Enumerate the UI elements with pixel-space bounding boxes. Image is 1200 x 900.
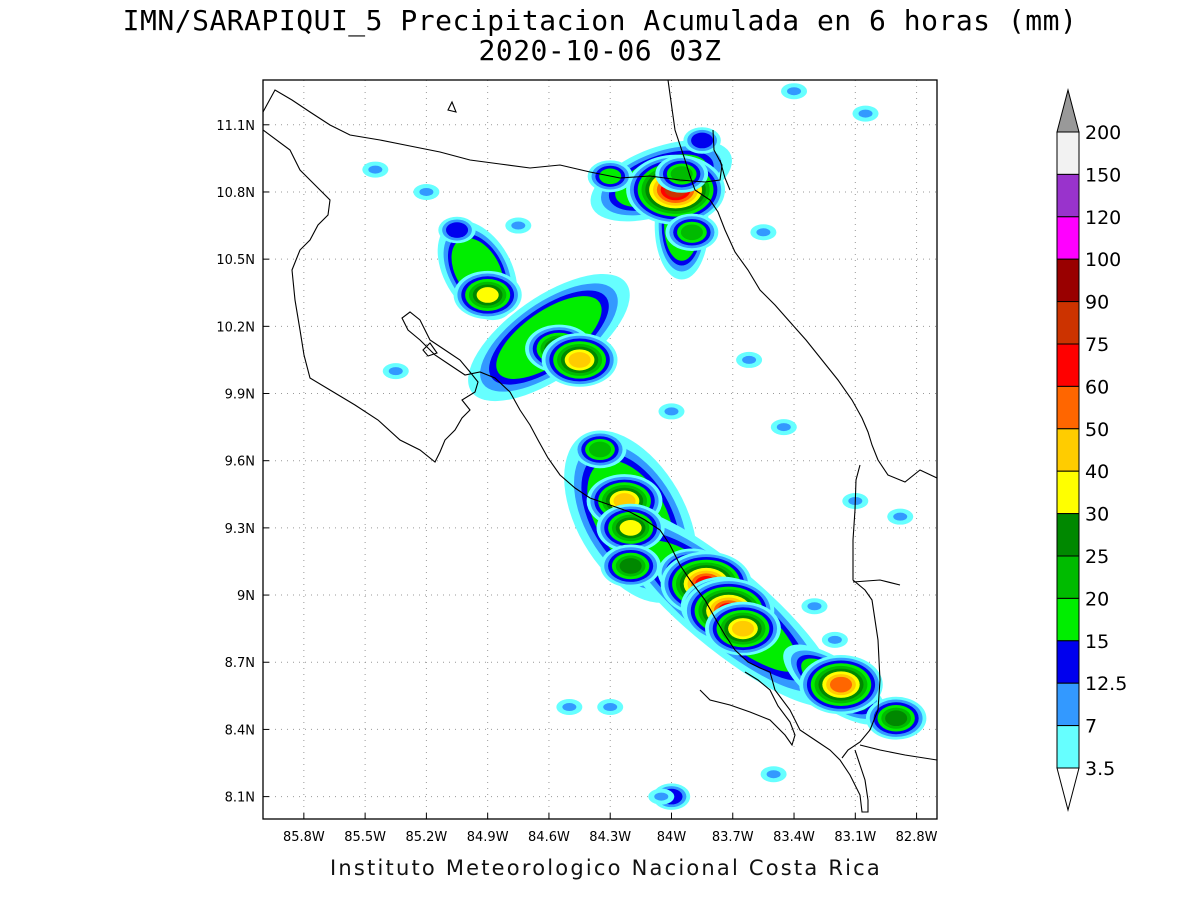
precip-cell — [619, 520, 642, 536]
colorbar-swatch — [1056, 597, 1080, 642]
map-axes: 85.8W 85.5W 85.2W 84.9W 84.6W 84.3W 84W 83.7W 83… — [216, 119, 937, 845]
precip-cell — [603, 703, 618, 712]
precip-cell — [731, 620, 755, 637]
lon-tick-label: 83.1W — [834, 830, 876, 845]
precip-cell — [368, 165, 383, 174]
map-title: IMN/SARAPIQUI_5 Precipitacion Acumulada … — [122, 4, 1078, 37]
colorbar-level-label: 200 — [1085, 122, 1121, 144]
colorbar-level-label: 40 — [1085, 461, 1109, 483]
lon-tick-label: 85.5W — [344, 830, 386, 845]
colorbar-level-label: 90 — [1085, 292, 1109, 314]
coastlines-borders — [263, 80, 937, 813]
colorbar-swatch — [1056, 173, 1080, 218]
footer-credit: Instituto Meteorologico Nacional Costa R… — [330, 856, 882, 880]
precip-cell — [787, 87, 802, 96]
precip-cell — [588, 441, 612, 458]
lon-tick-label: 85.2W — [405, 830, 447, 845]
lon-tick-label: 84.6W — [528, 830, 570, 845]
precip-cell — [885, 710, 908, 727]
precip-cell — [670, 166, 693, 182]
colorbar-level-label: 12.5 — [1085, 673, 1127, 695]
precip-cell — [756, 228, 771, 237]
precip-cell — [691, 132, 714, 149]
colorbar-swatch — [1056, 640, 1080, 684]
lat-tick-label: 8.4N — [225, 723, 255, 738]
colorbar-level-label: 15 — [1085, 631, 1109, 653]
lon-tick-label: 84.9W — [467, 830, 509, 845]
lat-tick-label: 10.5N — [216, 253, 255, 268]
colorbar-level-label: 7 — [1085, 716, 1097, 738]
colorbar-swatch — [1056, 682, 1080, 727]
precip-cell — [829, 676, 853, 693]
lon-tick-label: 84.3W — [589, 830, 631, 845]
lon-tick-label: 85.8W — [283, 830, 325, 845]
colorbar-swatch — [1056, 513, 1080, 557]
precip-cell — [766, 770, 781, 779]
precip-cell — [858, 109, 873, 118]
colorbar-level-label: 75 — [1085, 334, 1109, 356]
lat-tick-label: 9.9N — [225, 388, 255, 403]
colorbar-level-label: 150 — [1085, 164, 1121, 186]
lon-tick-label: 84W — [657, 830, 687, 845]
colorbar-level-label: 30 — [1085, 504, 1109, 526]
colorbar-level-label: 50 — [1085, 419, 1109, 441]
colorbar-level-label: 60 — [1085, 376, 1109, 398]
colorbar-swatch — [1056, 555, 1080, 599]
colorbar-over-arrow — [1056, 88, 1080, 133]
precip-cell — [419, 187, 434, 196]
lat-tick-label: 9.3N — [225, 522, 255, 537]
precip-cell — [827, 635, 842, 644]
map-valid-time: 2020-10-06 03Z — [478, 34, 722, 67]
precip-cell — [511, 221, 526, 230]
colorbar-under-arrow — [1056, 767, 1080, 812]
precip-cell — [680, 224, 703, 241]
precip-cell — [619, 558, 642, 574]
map-frame — [262, 79, 938, 820]
lat-tick-label: 10.8N — [216, 186, 255, 201]
precip-cell — [654, 792, 669, 801]
colorbar-swatch — [1056, 470, 1080, 515]
colorbar-level-label: 120 — [1085, 207, 1121, 229]
lat-tick-label: 11.1N — [216, 119, 255, 134]
colorbar-swatch — [1056, 725, 1080, 769]
precip-cell — [742, 355, 757, 364]
precip-cell — [445, 222, 469, 238]
colorbar-level-label: 25 — [1085, 546, 1109, 568]
precip-cell — [664, 407, 679, 416]
precip-cell — [893, 512, 908, 521]
precip-cell — [562, 703, 577, 712]
colorbar-level-label: 3.5 — [1085, 758, 1115, 780]
precip-cell — [807, 602, 822, 611]
precipitation-field — [362, 83, 927, 810]
precip-cell — [388, 367, 403, 376]
colorbar-swatch — [1056, 301, 1080, 345]
lat-tick-label: 8.7N — [225, 656, 255, 671]
colorbar-swatch — [1056, 258, 1080, 303]
lon-tick-label: 82.8W — [896, 830, 938, 845]
colorbar-swatch — [1056, 343, 1080, 387]
precip-cell — [476, 287, 499, 303]
precip-cell — [568, 352, 591, 368]
lat-tick-label: 9N — [237, 589, 255, 604]
colorbar-swatch — [1056, 131, 1080, 175]
lat-tick-label: 9.6N — [225, 455, 255, 470]
precip-cell — [776, 423, 791, 432]
colorbar-level-label: 20 — [1085, 588, 1109, 610]
lat-tick-label: 10.2N — [216, 320, 255, 335]
colorbar-swatch — [1056, 385, 1080, 430]
colorbar: 200 150 120 100 90 75 60 50 40 30 25 20 15 12.5 7 3.5 — [1056, 88, 1127, 812]
lat-tick-label: 8.1N — [225, 791, 255, 806]
lon-tick-label: 83.7W — [712, 830, 754, 845]
lon-tick-label: 83.4W — [773, 830, 815, 845]
colorbar-level-label: 100 — [1085, 249, 1121, 271]
colorbar-swatch — [1056, 428, 1080, 472]
colorbar-swatch — [1056, 216, 1080, 260]
